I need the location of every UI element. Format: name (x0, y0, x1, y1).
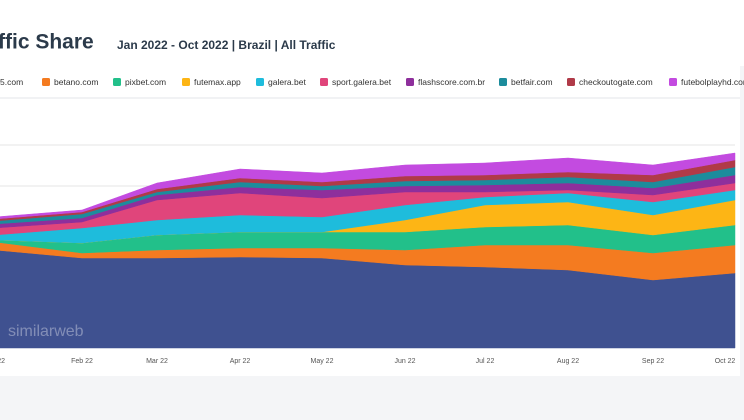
legend-label: sport.galera.bet (332, 77, 392, 87)
legend-label: betfair.com (511, 77, 553, 87)
chart-title: ffic Share (0, 31, 94, 54)
legend-label: futebolplayhd.com (681, 77, 744, 87)
legend-marker (113, 78, 121, 86)
legend-marker (567, 78, 575, 86)
legend-label: galera.bet (268, 77, 306, 87)
x-tick-label: Jun 22 (394, 358, 415, 365)
chart-subtitle: Jan 2022 - Oct 2022 | Brazil | All Traff… (117, 38, 336, 52)
legend-marker (256, 78, 264, 86)
x-tick-label: 22 (0, 358, 5, 365)
header-bg (0, 0, 744, 66)
x-tick-label: May 22 (311, 358, 334, 365)
legend-marker (406, 78, 414, 86)
watermark: similarweb (8, 323, 84, 340)
x-tick-label: Jul 22 (476, 358, 495, 365)
x-tick-label: Mar 22 (146, 358, 168, 365)
x-tick-label: Apr 22 (230, 358, 251, 365)
legend-marker (42, 78, 50, 86)
x-tick-label: Oct 22 (715, 358, 736, 365)
area (0, 152, 736, 219)
legend-label: 5.com (0, 77, 23, 87)
legend-marker (320, 78, 328, 86)
legend-label: checkoutogate.com (579, 77, 653, 87)
legend-marker (499, 78, 507, 86)
legend-label: pixbet.com (125, 77, 166, 87)
x-tick-label: Sep 22 (642, 358, 664, 365)
legend-label: flashscore.com.br (418, 77, 485, 87)
legend-marker (182, 78, 190, 86)
x-tick-label: Aug 22 (557, 358, 579, 365)
legend-marker (669, 78, 677, 86)
x-tick-label: Feb 22 (71, 358, 93, 365)
legend-label: futemax.app (194, 77, 241, 87)
legend-label: betano.com (54, 77, 98, 87)
